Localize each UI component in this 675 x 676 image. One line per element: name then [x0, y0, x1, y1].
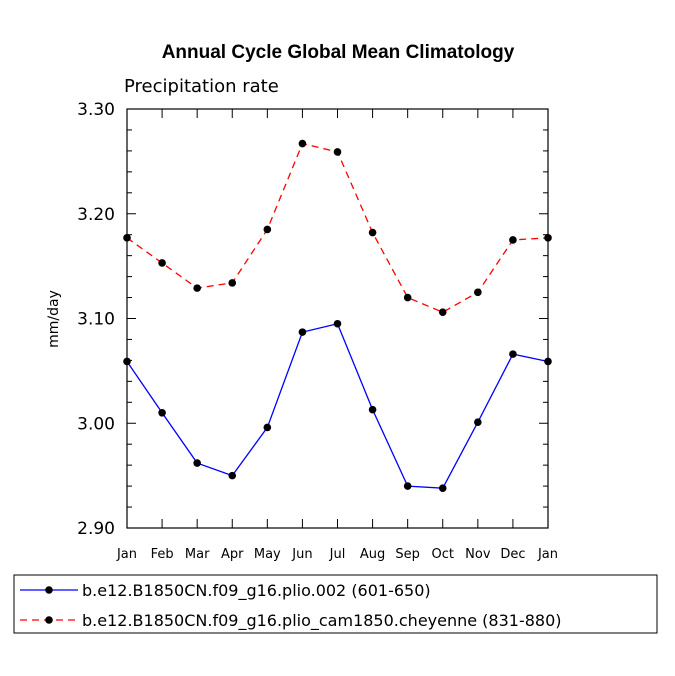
data-point — [474, 418, 482, 427]
data-point — [333, 148, 342, 156]
data-point — [474, 288, 482, 297]
series-line-2 — [126, 142, 549, 313]
y-tick-label: 2.90 — [77, 519, 115, 539]
y-tick-label: 3.10 — [77, 310, 115, 330]
x-tick-label: Jan — [116, 547, 137, 562]
data-point — [263, 225, 272, 234]
legend-label-series-2: b.e12.B1850CN.f09_g16.plio_cam1850.cheye… — [82, 611, 562, 631]
data-point — [509, 350, 517, 358]
data-point — [438, 484, 447, 492]
data-point — [298, 139, 307, 148]
data-point — [333, 319, 342, 328]
data-point — [193, 459, 201, 467]
series-line-1 — [126, 322, 549, 489]
x-tick-label: Jan — [537, 547, 558, 562]
x-tick-label: Jul — [329, 547, 346, 562]
x-tick-label: Aug — [360, 547, 385, 562]
plot-frame — [126, 108, 549, 529]
data-point — [193, 284, 201, 292]
x-tick-label: Jun — [291, 547, 312, 562]
x-tick-label: Nov — [465, 547, 491, 562]
data-point — [403, 293, 412, 302]
chart-subtitle: Precipitation rate — [124, 76, 279, 97]
data-point — [158, 259, 166, 267]
data-point — [298, 328, 307, 336]
data-point — [438, 308, 447, 317]
y-tick-label: 3.00 — [77, 414, 115, 434]
legend: b.e12.B1850CN.f09_g16.plio.002 (601-650)… — [13, 574, 658, 634]
y-tick-label: 3.20 — [77, 205, 115, 225]
x-tick-label: Apr — [221, 547, 244, 562]
data-point — [123, 234, 131, 242]
data-point — [368, 405, 377, 414]
data-point — [263, 423, 272, 432]
legend-label-series-1: b.e12.B1850CN.f09_g16.plio.002 (601-650) — [82, 581, 431, 601]
y-tick-label: 3.30 — [77, 100, 115, 120]
x-tick-label: May — [254, 547, 281, 562]
data-point — [228, 279, 237, 287]
data-point — [509, 236, 517, 244]
data-point — [123, 357, 131, 366]
x-tick-label: Mar — [185, 547, 210, 562]
data-point — [228, 471, 237, 480]
x-tick-label: Oct — [432, 547, 454, 562]
legend-marker-series-2 — [45, 616, 53, 624]
x-tick-label: Sep — [395, 547, 420, 562]
data-point — [403, 482, 412, 490]
data-point — [158, 408, 166, 417]
data-point — [544, 357, 552, 366]
x-tick-label: Dec — [500, 547, 525, 562]
data-point — [544, 234, 552, 242]
y-axis-label: mm/day — [46, 290, 62, 348]
legend-marker-series-1 — [45, 586, 53, 594]
x-tick-label: Feb — [151, 547, 174, 562]
chart-title: Annual Cycle Global Mean Climatology — [162, 42, 515, 63]
legend-box — [13, 574, 658, 634]
data-point — [368, 228, 377, 237]
